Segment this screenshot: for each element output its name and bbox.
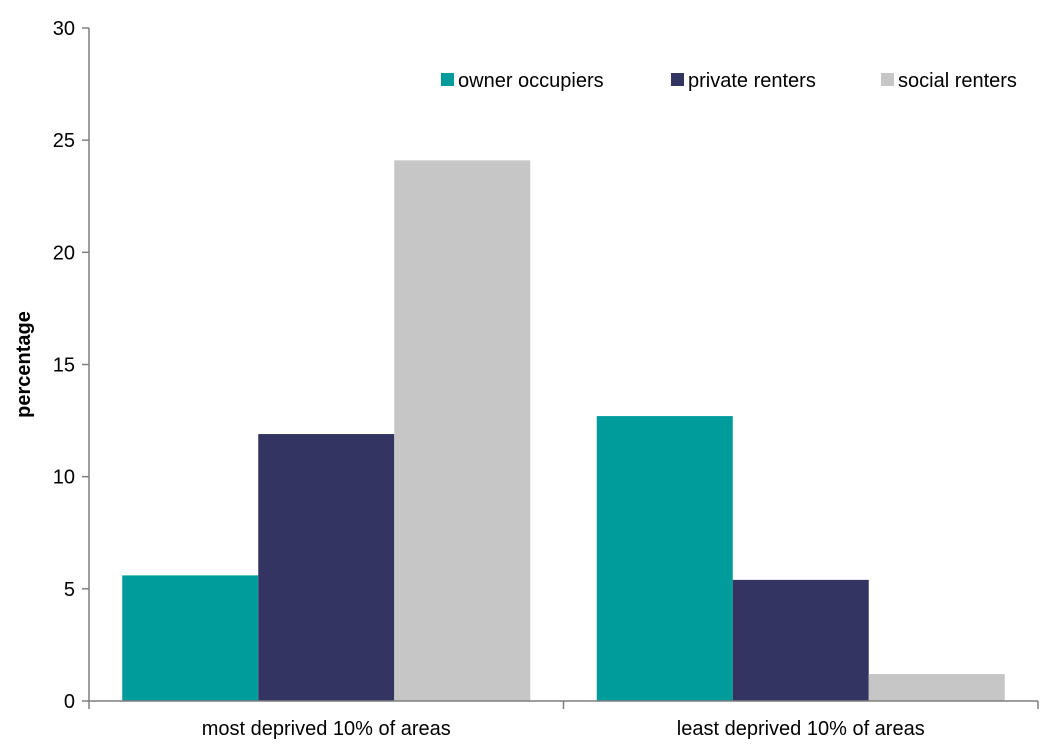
- y-tick-label: 25: [53, 130, 75, 152]
- labels-layer: 0 5 10 15 20 25 30 most deprived 10% of areas le…: [13, 18, 925, 740]
- bar-private-renters-1: [732, 579, 869, 701]
- legend-swatch-social-renters: [881, 73, 894, 86]
- axes-layer: [82, 27, 1039, 709]
- y-axis-title: percentage: [13, 311, 35, 418]
- legend-label-private-renters: private renters: [688, 70, 816, 92]
- x-category-label: most deprived 10% of areas: [202, 718, 451, 740]
- legend-swatch-owner-occupiers: [441, 73, 454, 86]
- bar-social-renters-0: [394, 160, 531, 701]
- bar-private-renters-0: [258, 434, 395, 701]
- y-tick-label: 30: [53, 18, 75, 40]
- bar-social-renters-1: [868, 674, 1005, 701]
- legend-swatch-private-renters: [671, 73, 684, 86]
- y-tick-label: 20: [53, 242, 75, 264]
- legend-label-social-renters: social renters: [898, 70, 1017, 92]
- bar-owner-occupiers-1: [596, 416, 733, 701]
- legend-label-owner-occupiers: owner occupiers: [458, 70, 604, 92]
- x-category-label: least deprived 10% of areas: [677, 718, 925, 740]
- y-tick-label: 5: [64, 579, 75, 601]
- bars-layer: [122, 160, 1005, 701]
- y-tick-label: 15: [53, 355, 75, 377]
- y-tick-label: 10: [53, 467, 75, 489]
- y-tick-label: 0: [64, 691, 75, 713]
- bar-owner-occupiers-0: [122, 575, 259, 701]
- legend: owner occupiers private renters social ren…: [441, 70, 1017, 92]
